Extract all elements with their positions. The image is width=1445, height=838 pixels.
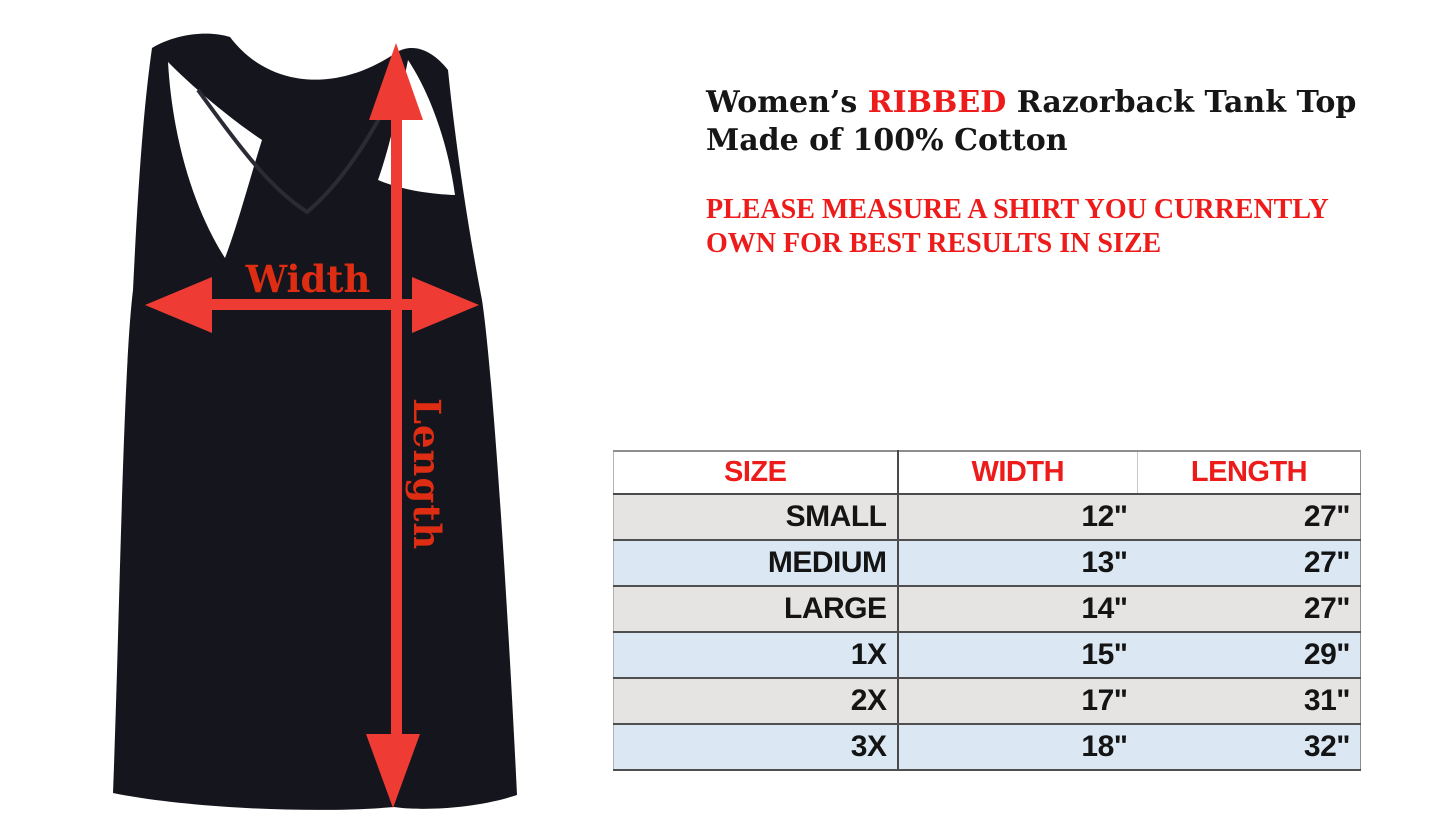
product-title: Women’s RIBBED Razorback Tank Top Made o… — [706, 84, 1356, 160]
size-chart-table: SIZE WIDTH LENGTH SMALL 12" 27" MEDIUM 1… — [613, 450, 1361, 771]
tank-top-silhouette — [113, 33, 517, 810]
width-cell: 13" — [897, 540, 1138, 587]
length-arrow — [366, 43, 423, 808]
column-header-length: LENGTH — [1137, 451, 1361, 495]
width-cell: 18" — [897, 724, 1138, 771]
measure-warning-line2: OWN FOR BEST RESULTS IN SIZE — [706, 228, 1162, 259]
table-row: SMALL 12" 27" — [613, 494, 1361, 541]
length-cell: 29" — [1137, 632, 1361, 679]
measure-warning: PLEASE MEASURE A SHIRT YOU CURRENTLY OWN… — [706, 193, 1329, 261]
length-cell: 32" — [1137, 724, 1361, 771]
table-row: 1X 15" 29" — [613, 632, 1361, 679]
size-cell: LARGE — [613, 586, 899, 633]
size-cell: 3X — [613, 724, 899, 771]
table-row: 2X 17" 31" — [613, 678, 1361, 725]
width-arrow — [145, 277, 479, 333]
title-highlight-ribbed: RIBBED — [867, 85, 1007, 120]
width-measurement-label: Width — [245, 257, 371, 301]
title-part1: Women’s — [706, 85, 868, 120]
length-cell: 31" — [1137, 678, 1361, 725]
table-row: MEDIUM 13" 27" — [613, 540, 1361, 587]
size-cell: MEDIUM — [613, 540, 899, 587]
title-part2: Razorback Tank Top — [1006, 85, 1357, 120]
width-cell: 17" — [897, 678, 1138, 725]
length-measurement-label: Length — [405, 398, 449, 551]
product-title-line1: Women’s RIBBED Razorback Tank Top — [706, 84, 1356, 122]
measure-warning-line1: PLEASE MEASURE A SHIRT YOU CURRENTLY — [706, 194, 1329, 225]
size-chart-header-row: SIZE WIDTH LENGTH — [613, 451, 1361, 495]
table-row: LARGE 14" 27" — [613, 586, 1361, 633]
length-cell: 27" — [1137, 586, 1361, 633]
table-row: 3X 18" 32" — [613, 724, 1361, 771]
size-cell: SMALL — [613, 494, 899, 541]
width-cell: 14" — [897, 586, 1138, 633]
product-title-line2: Made of 100% Cotton — [706, 123, 1068, 158]
size-cell: 1X — [613, 632, 899, 679]
column-header-width: WIDTH — [897, 451, 1138, 495]
column-header-size: SIZE — [613, 451, 899, 495]
length-cell: 27" — [1137, 494, 1361, 541]
length-cell: 27" — [1137, 540, 1361, 587]
tank-top-measurement-diagram — [113, 33, 517, 810]
size-cell: 2X — [613, 678, 899, 725]
width-cell: 15" — [897, 632, 1138, 679]
width-cell: 12" — [897, 494, 1138, 541]
